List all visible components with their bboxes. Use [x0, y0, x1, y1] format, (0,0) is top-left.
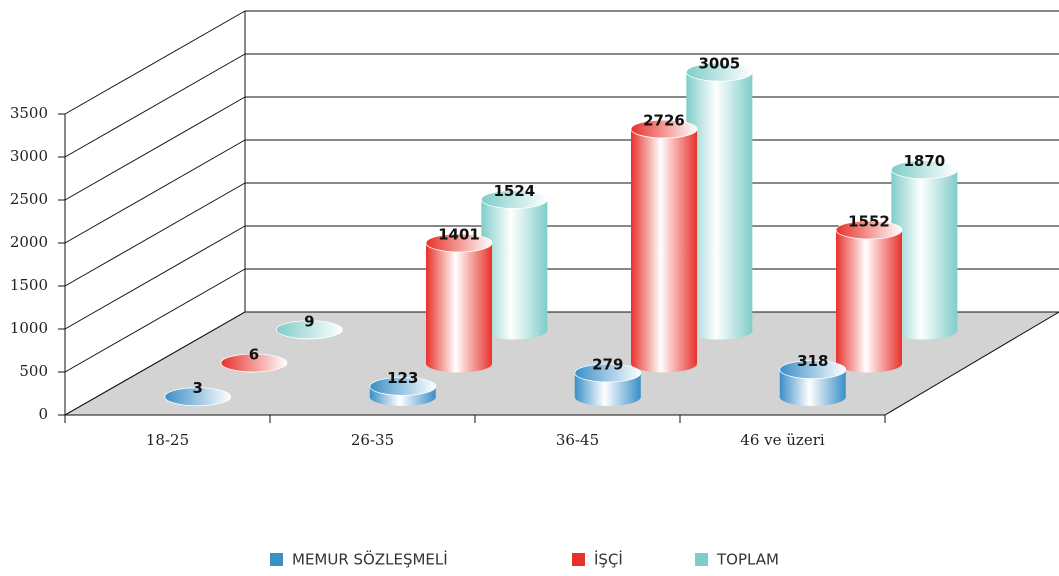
cylinder-top — [220, 353, 288, 373]
grid-line — [64, 268, 246, 373]
y-tick-label: 1000 — [10, 319, 48, 337]
cylinder-top — [630, 119, 698, 139]
legend-swatch — [695, 553, 708, 566]
grid-line — [64, 53, 246, 158]
y-tick-label: 0 — [38, 405, 48, 423]
value-label: 1401 — [438, 226, 480, 244]
cylinder-top — [574, 363, 642, 383]
y-tick-label: 3000 — [10, 147, 48, 165]
cylinder-top — [425, 233, 493, 253]
value-label: 6 — [249, 345, 259, 363]
value-label: 3 — [193, 379, 203, 397]
cylinder — [836, 230, 902, 373]
legend-label: TOPLAM — [716, 551, 779, 569]
cylinder — [426, 243, 492, 373]
x-tick-label: 46 ve üzeri — [740, 431, 825, 449]
grid-line — [64, 311, 246, 416]
value-label: 123 — [387, 369, 418, 387]
cylinder-top — [779, 360, 847, 380]
legend-label: MEMUR SÖZLEŞMELİ — [292, 550, 448, 569]
legend-label: İŞÇİ — [594, 550, 623, 569]
cylinder-top — [275, 320, 343, 340]
cylinder — [574, 372, 641, 406]
grid-line — [64, 10, 246, 115]
y-tick-label: 1500 — [10, 276, 48, 294]
cylinder-top — [369, 376, 437, 396]
legend-swatch — [572, 553, 585, 566]
value-label: 1552 — [848, 213, 890, 231]
value-label: 1524 — [493, 182, 535, 200]
y-tick-label: 2500 — [10, 190, 48, 208]
legend-swatch — [270, 553, 283, 566]
value-label: 318 — [797, 352, 828, 370]
cylinder — [631, 129, 697, 373]
value-label: 1870 — [903, 152, 945, 170]
cylinder — [686, 72, 753, 340]
x-tick-label: 36-45 — [556, 431, 599, 449]
value-label: 3005 — [698, 55, 740, 73]
cylinder-top — [685, 62, 753, 82]
grid-line — [64, 225, 246, 330]
y-tick-label: 3500 — [10, 104, 48, 122]
cylinder — [779, 369, 846, 406]
cylinder-top — [890, 160, 958, 180]
x-tick-label: 26-35 — [351, 431, 394, 449]
cylinder — [481, 199, 548, 340]
cylinder-top — [164, 387, 232, 407]
y-tick-label: 2000 — [10, 233, 48, 251]
cylinder — [891, 169, 958, 340]
x-tick-label: 18-25 — [146, 431, 189, 449]
value-label: 9 — [304, 312, 314, 330]
value-label: 2726 — [643, 112, 685, 130]
grid-line — [64, 139, 246, 244]
cylinder-top — [835, 220, 903, 240]
grid-line — [64, 96, 246, 201]
y-tick-label: 500 — [19, 362, 48, 380]
value-label: 279 — [592, 355, 623, 373]
grid-line — [64, 182, 246, 287]
cylinder-top — [480, 190, 548, 209]
